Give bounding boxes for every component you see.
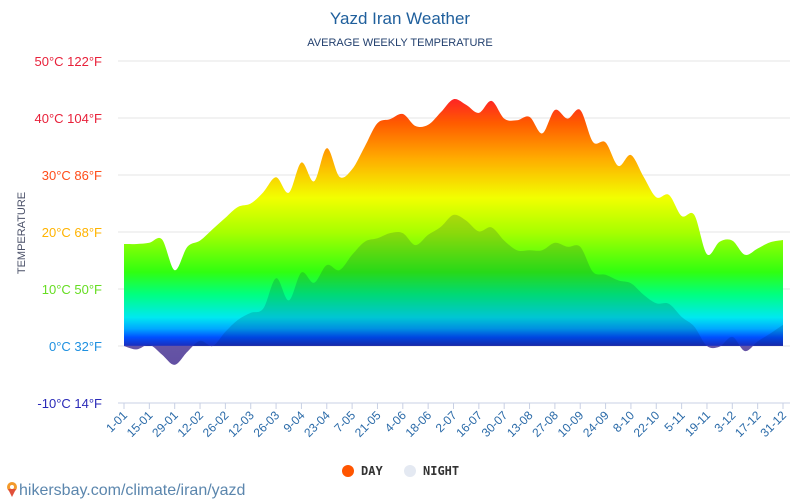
x-tick-label: 23-04: [301, 408, 333, 440]
x-tick-label: 26-02: [200, 408, 232, 440]
y-tick-label: 0°C 32°F: [49, 339, 102, 354]
source-link[interactable]: hikersbay.com/climate/iran/yazd: [7, 472, 245, 499]
x-tick-label: 22-10: [631, 408, 663, 440]
x-tick-label: 31-12: [758, 408, 790, 440]
plot-area: [124, 99, 783, 365]
chart-title: Yazd Iran Weather: [330, 9, 471, 28]
x-tick-label: 17-12: [732, 408, 764, 440]
y-tick-label: 50°C 122°F: [35, 54, 103, 69]
x-tick-label: 16-07: [453, 408, 485, 440]
night-area-shade: [124, 214, 783, 365]
x-tick-label: 24-09: [580, 408, 612, 440]
x-tick-label: 27-08: [529, 408, 561, 440]
x-tick-label: 12-02: [175, 408, 207, 440]
x-tick-label: 12-03: [225, 408, 257, 440]
x-tick-label: 29-01: [149, 408, 181, 440]
x-tick-label: 15-01: [124, 408, 156, 440]
location-pin-icon: [7, 482, 17, 497]
y-tick-label: 20°C 68°F: [42, 225, 102, 240]
y-tick-label: -10°C 14°F: [37, 396, 102, 411]
day-legend-marker: [342, 465, 354, 477]
source-url: hikersbay.com/climate/iran/yazd: [19, 482, 245, 499]
x-tick-label: 10-09: [555, 408, 587, 440]
x-tick-label: 26-03: [251, 408, 283, 440]
legend-item-day[interactable]: DAY: [342, 464, 383, 478]
night-legend-marker: [404, 465, 416, 477]
y-axis: 50°C 122°F 40°C 104°F 30°C 86°F 20°C 68°F 10…: [35, 54, 103, 411]
x-tick-label: 18-06: [403, 408, 435, 440]
legend: DAY NIGHT: [342, 464, 459, 478]
y-tick-label: 40°C 104°F: [35, 111, 103, 126]
legend-label-day: DAY: [361, 464, 383, 478]
legend-item-night[interactable]: NIGHT: [404, 464, 459, 478]
night-temperature-area: [124, 214, 783, 365]
x-tick-label: 13-08: [504, 408, 536, 440]
x-tick-label: 21-05: [352, 408, 384, 440]
y-tick-label: 10°C 50°F: [42, 282, 102, 297]
y-axis-label: TEMPERATURE: [16, 192, 28, 274]
y-tick-label: 30°C 86°F: [42, 168, 102, 183]
x-tick-label: 30-07: [479, 408, 511, 440]
chart-subtitle: AVERAGE WEEKLY TEMPERATURE: [307, 37, 492, 49]
x-tick-label: 19-11: [682, 408, 713, 439]
legend-label-night: NIGHT: [423, 464, 459, 478]
x-axis: 1-0115-0129-0112-0226-0212-0326-039-0423…: [103, 402, 790, 440]
